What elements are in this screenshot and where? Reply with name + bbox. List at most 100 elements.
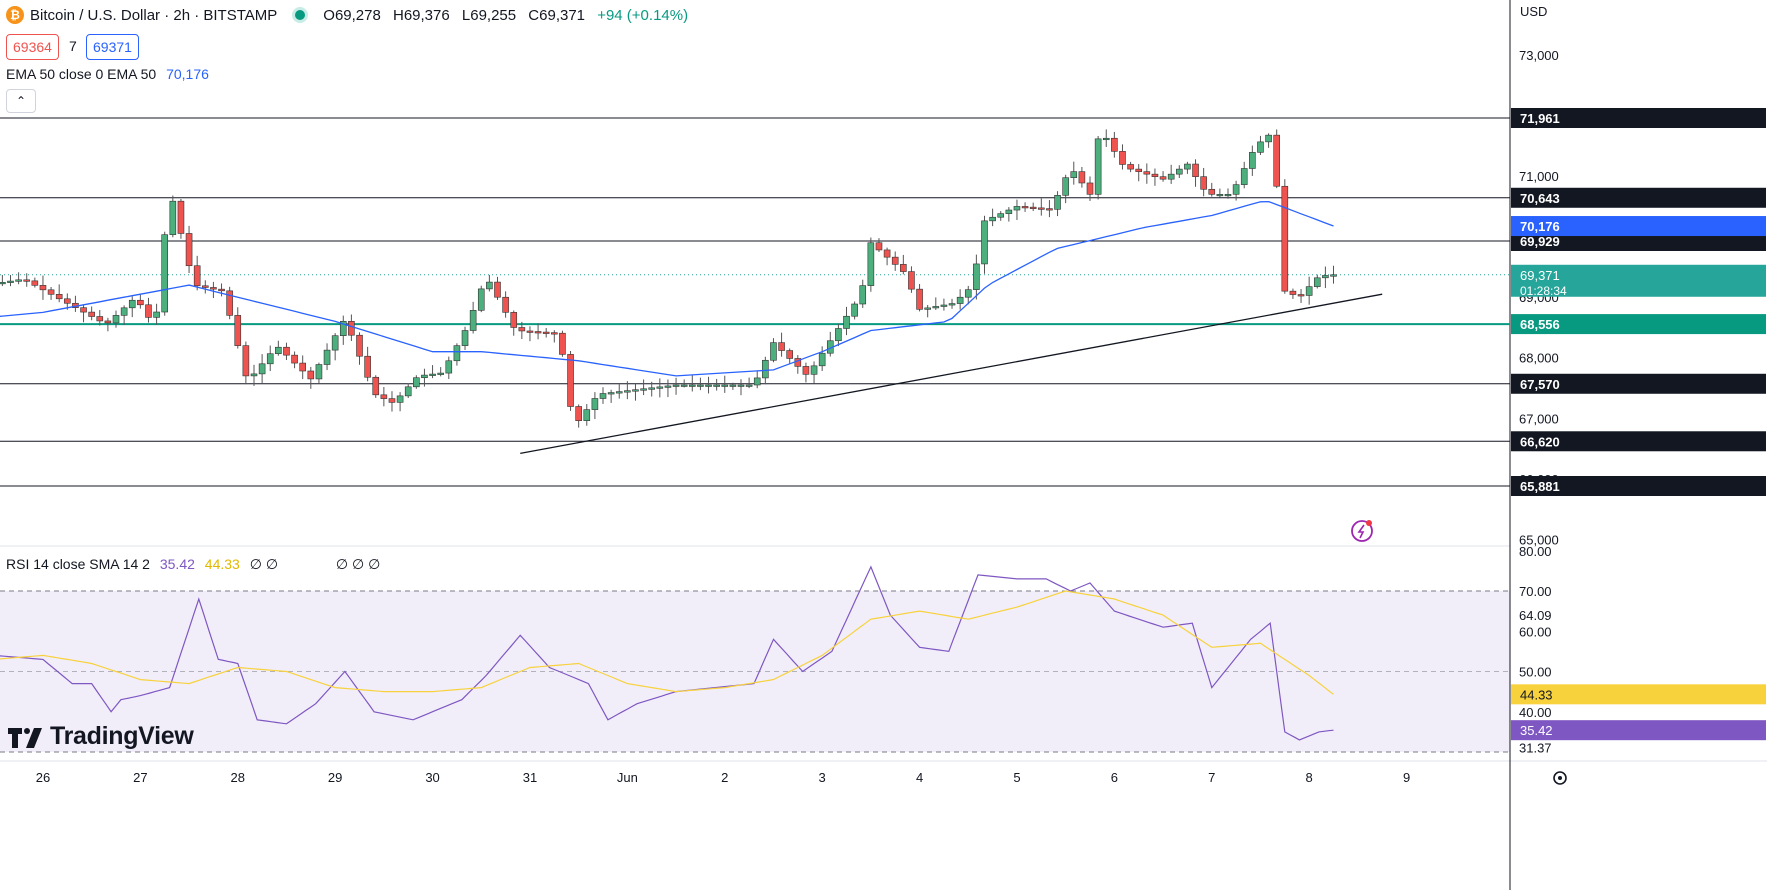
collapse-legend-button[interactable]: ⌃ — [6, 89, 36, 113]
candle — [145, 297, 152, 323]
candle-body — [859, 285, 867, 305]
candle — [591, 392, 599, 420]
candle-body — [1240, 168, 1248, 185]
candle-body — [177, 200, 185, 234]
candle — [1021, 202, 1029, 212]
candle — [291, 351, 298, 369]
candle-body — [1175, 168, 1183, 175]
candle-body — [413, 377, 420, 388]
candle — [7, 275, 14, 287]
candle — [753, 370, 761, 389]
candle — [226, 286, 233, 320]
candle — [916, 284, 923, 312]
candle — [632, 384, 639, 401]
candle — [1102, 129, 1110, 147]
candle — [1078, 166, 1086, 188]
candle — [137, 294, 144, 309]
candle — [1062, 174, 1069, 204]
candle-body — [429, 373, 436, 376]
currency-label[interactable]: USD — [1520, 4, 1548, 19]
candle-body — [624, 390, 631, 393]
candle — [859, 279, 867, 308]
candle — [1111, 131, 1118, 158]
candle-body — [1232, 184, 1240, 195]
candle — [1167, 164, 1175, 184]
candle-body — [502, 296, 509, 313]
candle-body — [112, 315, 120, 324]
candle-body — [559, 332, 566, 355]
lightning-bolt — [1357, 524, 1365, 539]
candle — [964, 285, 972, 305]
settings-gear-center — [1558, 776, 1562, 780]
candle — [453, 343, 461, 366]
candle — [331, 333, 339, 361]
rsi-tick-label: 70.00 — [1519, 584, 1552, 599]
time-tick-label: 7 — [1208, 770, 1215, 785]
candle-body — [583, 409, 591, 421]
candle-body — [1330, 274, 1337, 277]
buy-price-button[interactable]: 69371 — [86, 34, 139, 60]
candle — [396, 392, 404, 412]
candle-body — [705, 384, 712, 387]
candle — [104, 317, 112, 332]
candle — [786, 348, 793, 364]
candle — [177, 198, 185, 239]
candle-body — [388, 398, 396, 403]
ema-legend[interactable]: EMA 50 close 0 EMA 50 70,176 — [6, 66, 209, 82]
candle — [1208, 182, 1216, 197]
candle — [948, 298, 956, 309]
candle-body — [1102, 137, 1110, 141]
candle — [940, 298, 948, 311]
candle — [39, 275, 47, 300]
rsi-sma-tag: 44.33 — [1520, 687, 1553, 702]
candle — [810, 361, 818, 384]
candle — [413, 375, 420, 389]
rsi-sma-tag-bg — [1511, 684, 1766, 705]
candle — [567, 350, 574, 411]
candle-body — [810, 365, 818, 375]
candle — [1013, 199, 1021, 221]
candle-body — [989, 216, 996, 222]
candle — [185, 225, 193, 274]
candle-body — [404, 386, 412, 397]
candle-body — [891, 256, 899, 265]
candle-body — [161, 234, 169, 313]
candle — [1127, 161, 1134, 173]
candle — [429, 365, 436, 379]
ohlc-values: O69,278 H69,376 L69,255 C69,371 +94 (+0.… — [323, 7, 696, 24]
price-tick-label: 68,000 — [1519, 351, 1559, 366]
candle — [802, 362, 810, 383]
candle — [981, 215, 988, 274]
rsi-extra-values-2: ∅ ∅ ∅ — [335, 556, 381, 572]
candle — [299, 355, 306, 380]
candle — [380, 387, 388, 407]
candle — [510, 310, 518, 336]
candle — [1159, 171, 1167, 182]
sell-price-button[interactable]: 69364 — [6, 34, 59, 60]
candle-body — [900, 264, 907, 272]
candle-body — [875, 242, 883, 251]
candle — [502, 291, 509, 318]
candle-body — [291, 354, 298, 364]
candle — [1281, 179, 1289, 294]
candle-body — [664, 385, 672, 388]
tradingview-logo[interactable]: TradingView — [8, 722, 194, 751]
rsi-label: RSI 14 close SMA 14 2 — [6, 556, 150, 572]
candle — [1119, 144, 1126, 170]
candle-body — [348, 320, 355, 336]
support-price-tag-bg — [1511, 314, 1766, 335]
last-price-tag: 69,371 — [1520, 268, 1560, 283]
candle-body — [380, 394, 388, 399]
rsi-legend[interactable]: RSI 14 close SMA 14 2 35.42 44.33 ∅ ∅ ∅ … — [6, 556, 380, 573]
symbol-header[interactable]: ₿ Bitcoin / U.S. Dollar · 2h · BITSTAMP … — [6, 4, 696, 26]
candle-body — [526, 330, 534, 333]
candle — [818, 346, 826, 371]
candle-body — [1135, 168, 1143, 172]
candle-body — [648, 387, 656, 390]
candle-body — [591, 398, 599, 410]
candle-body — [1289, 290, 1297, 295]
candle-body — [193, 265, 201, 287]
tradingview-logo-icon — [8, 727, 42, 748]
candle — [486, 274, 493, 292]
